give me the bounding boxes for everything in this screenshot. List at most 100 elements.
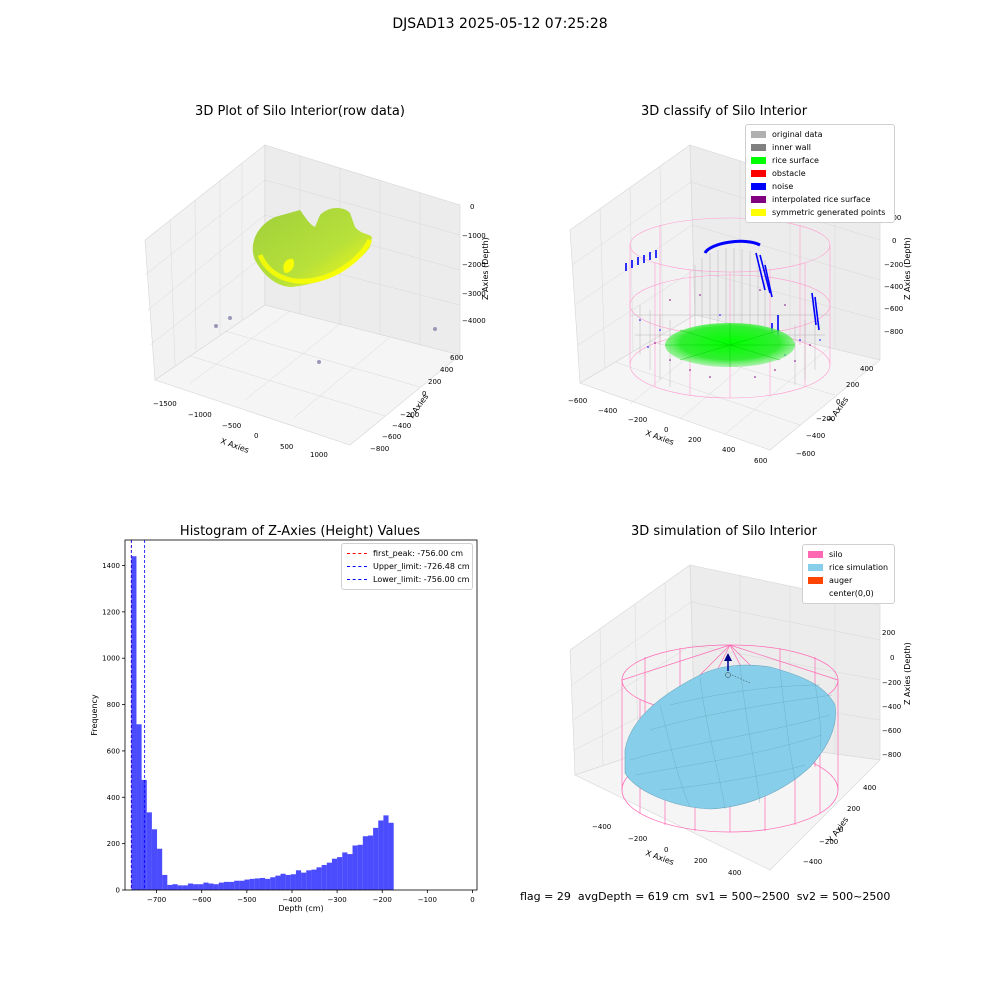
panel3-title: Histogram of Z-Axies (Height) Values: [179, 524, 421, 539]
outlier-point: [433, 327, 437, 331]
panel1-rim-edge: [257, 238, 373, 284]
histogram-bar: [342, 852, 348, 890]
histogram-bar: [367, 835, 374, 890]
histogram-bar: [198, 884, 204, 890]
z-tick-label: −400: [884, 283, 903, 291]
z-tick-label: −3000: [462, 290, 486, 298]
panel2-noise-points: [625, 239, 820, 347]
panel3-histogram: −700 −600 −500 −400 −300 −200 −100 0 0 200 400 600…: [90, 539, 478, 913]
histogram-bar: [136, 724, 142, 890]
legend-item-symmetric: symmetric generated points: [751, 206, 889, 219]
y-tick-label: 600: [450, 354, 463, 362]
y-tick-label: 0: [836, 398, 840, 406]
panel2-x-ticks: −600 −400 −200 0 200 400 600: [568, 397, 767, 465]
z-tick-label: −4000: [462, 317, 486, 325]
x-tick-label: 600: [754, 457, 767, 465]
histogram-bar: [321, 864, 327, 890]
x-tick-label: −600: [192, 896, 211, 904]
x-tick-label: 1000: [310, 451, 328, 459]
legend-item-first-peak: first_peak: -756.00 cm: [347, 547, 467, 560]
legend-item-silo: silo: [808, 548, 889, 561]
x-tick-label: −300: [327, 896, 346, 904]
histogram-bar: [378, 820, 384, 890]
x-tick-label: 200: [694, 857, 707, 865]
histogram-vlines: [130, 540, 146, 890]
histogram-bar: [280, 873, 286, 890]
z-tick-label: −600: [884, 305, 903, 313]
x-tick-label: 500: [280, 443, 293, 451]
histogram-bar: [270, 877, 276, 890]
histogram-bar: [254, 878, 260, 890]
histogram-bar: [146, 812, 152, 890]
histogram-bar: [357, 844, 363, 890]
y-tick-label: 400: [440, 366, 453, 374]
z-tick-label: −200: [882, 679, 901, 687]
histogram-bar: [203, 882, 209, 890]
z-tick-label: −800: [884, 328, 903, 336]
histogram-bar: [141, 779, 147, 890]
histogram-bar: [213, 884, 219, 890]
x-tick-label: −200: [628, 835, 647, 843]
legend-item-original-data: original data: [751, 128, 889, 141]
x-tick-label: 0: [254, 432, 258, 440]
histogram-bar: [157, 848, 163, 890]
histogram-bar: [337, 857, 343, 890]
panel2-z-ticks: 200 0 −200 −400 −600 −800: [884, 214, 903, 336]
y-tick-label: 200: [847, 805, 860, 813]
outlier-point: [317, 360, 321, 364]
histogram-bar: [193, 884, 199, 890]
histogram-bar: [229, 881, 235, 890]
x-tick-label: 400: [728, 869, 741, 877]
x-tick-label: −400: [598, 407, 617, 415]
histogram-bar: [265, 878, 271, 890]
panel2-legend: original data inner wall rice surface ob…: [745, 124, 895, 223]
x-tick-label: −500: [222, 422, 241, 430]
histogram-bars: [131, 556, 394, 890]
panel4-title: 3D simulation of Silo Interior: [631, 524, 817, 539]
histogram-bar: [218, 882, 224, 890]
y-tick-label: 200: [428, 378, 441, 386]
histogram-bar: [208, 883, 214, 890]
y-tick-label: 200: [846, 381, 859, 389]
histogram-bar: [285, 874, 291, 890]
panel3-legend: first_peak: -756.00 cm Upper_limit: -726…: [341, 543, 473, 590]
panel4-rice-simulation-surface: [624, 664, 836, 810]
histogram-bar: [151, 829, 158, 890]
histogram-bar: [223, 881, 230, 890]
panel4-legend: silo rice simulation auger center(0,0): [802, 544, 895, 604]
panel1-y-ticks: 600 400 200 0 −200 −400 −600 −800: [370, 354, 463, 453]
histogram-bar: [352, 845, 358, 890]
histogram-bar: [182, 885, 188, 890]
x-tick-label: 0: [664, 846, 668, 854]
histogram-bar: [131, 556, 137, 890]
histogram-bar: [295, 870, 302, 890]
outlier-point: [214, 324, 218, 328]
z-tick-label: −800: [882, 751, 901, 759]
panel4-xlabel: X Axies: [644, 848, 675, 867]
panel2-3d-plot: −600 −400 −200 0 200 400 600 X Axies 400…: [568, 144, 912, 465]
legend-item-noise: noise: [751, 180, 889, 193]
y-tick-label: 1000: [102, 655, 120, 663]
y-tick-label: −400: [392, 422, 411, 430]
y-tick-label: 800: [107, 701, 120, 709]
panel4-z-ticks: 200 0 −200 −400 −600 −800: [882, 629, 901, 759]
histogram-bar: [187, 883, 194, 890]
x-tick-label: −600: [568, 397, 587, 405]
legend-item-inner-wall: inner wall: [751, 141, 889, 154]
legend-item-center: center(0,0): [829, 589, 874, 598]
histogram-bar: [259, 877, 266, 890]
histogram-bar: [326, 862, 332, 890]
x-tick-label: 200: [688, 436, 701, 444]
z-tick-label: 0: [890, 654, 894, 662]
histogram-bar: [234, 880, 240, 890]
histogram-bar: [167, 884, 173, 890]
y-tick-label: −400: [806, 432, 825, 440]
x-tick-label: 0: [470, 896, 474, 904]
panel2-interpolated-points: [654, 289, 811, 378]
histogram-bar: [290, 874, 296, 890]
panel1-hole-edge: [283, 258, 295, 273]
panel2-xlabel: X Axies: [644, 428, 675, 447]
z-tick-label: −600: [882, 727, 901, 735]
x-tick-label: −400: [592, 823, 611, 831]
z-tick-label: 0: [892, 237, 896, 245]
